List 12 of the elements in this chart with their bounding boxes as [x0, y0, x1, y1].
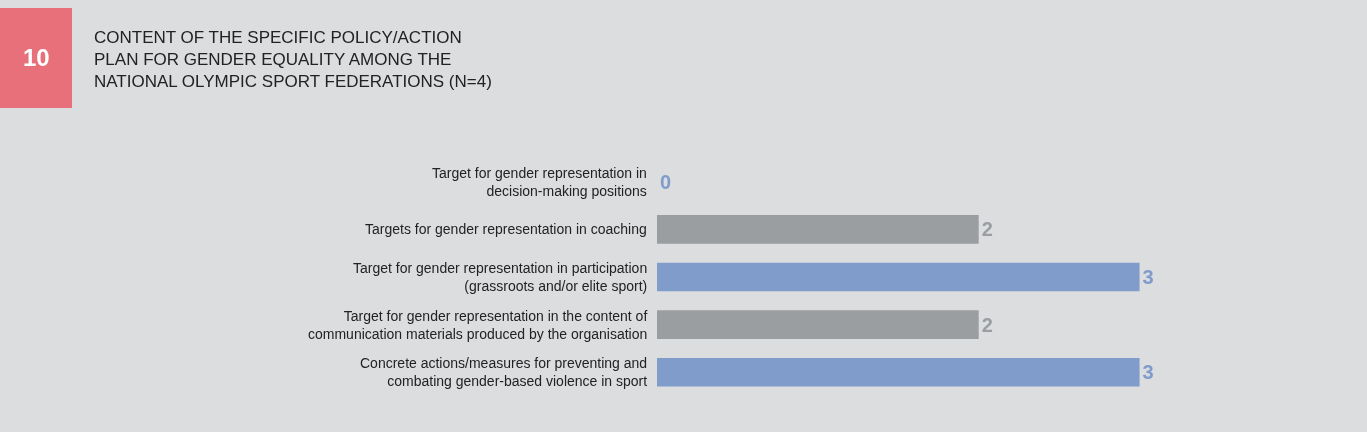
- data-label: 3: [1142, 361, 1154, 384]
- text: CONTENT OF THE SPECIFIC POLICY/ACTION PLAN FOR GENDER EQUALITY AMONG THE NATIONAL OLYMPIC SPORT FEDERATIONS (N=4): [94, 28, 492, 92]
- y-tick-label: Concrete actions/measures for preventing and combating gender-based violence in sport: [360, 355, 648, 390]
- text: 10: [23, 44, 50, 71]
- y-tick-label: Target for gender representation in the content of communication materials produced by the organisation: [308, 308, 648, 343]
- data-label: 2: [981, 218, 993, 241]
- data-label: 2: [981, 313, 993, 336]
- data-label: 0: [660, 170, 672, 193]
- data-label: 3: [1142, 266, 1154, 288]
- y-tick-label: Target for gender representation in participation (grassroots and/or elite sport): [353, 260, 648, 295]
- y-tick-label: Targets for gender representation in coaching: [365, 221, 647, 237]
- y-tick-label: Target for gender representation in decision-making positions: [432, 165, 647, 200]
